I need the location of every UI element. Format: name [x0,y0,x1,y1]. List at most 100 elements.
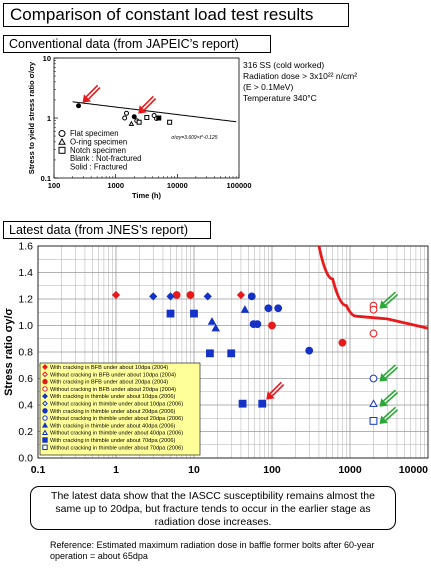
data-point [369,417,378,425]
arrow-head [266,391,275,400]
latest-data-label: Latest data (from JNES’s report) [3,221,211,239]
x-tick-label: 1000 [338,464,362,476]
arrow-head [138,105,147,114]
legend-marker [42,400,48,407]
legend-label: Solid : Fractured [70,163,127,172]
data-point [305,346,314,355]
legend-label: With cracking in BFB under about 20dpa (… [50,380,168,386]
legend-label: Without cracking in thimble under about … [50,431,183,437]
arrow-shaft [269,381,282,395]
data-point [369,399,378,407]
x-tick-label: 100000 [226,181,251,190]
red-arrow [138,95,157,114]
legend-label: With cracking in thimble under about 10d… [50,394,175,400]
arrow-shaft [383,406,397,419]
y-tick-label: 0.1 [41,174,51,183]
legend-marker [58,146,66,154]
data-point [128,120,135,126]
legend-marker [42,393,48,400]
legend-label: Blank : Not-fractured [70,154,142,163]
x-tick-label: 10 [188,464,200,476]
legend-label: Without cracking in thimble under about … [50,445,183,451]
data-point [247,292,256,301]
data-point [369,374,378,383]
data-point [166,309,175,318]
data-point [156,115,162,121]
data-point [76,103,82,109]
data-point [236,290,246,300]
y-tick-label: 1.4 [18,267,33,279]
info-line: (E > 0.1MeV) [243,82,294,92]
arrow-shaft [383,389,397,402]
x-tick-label: 0.1 [31,464,46,476]
arrow-shaft [383,291,397,304]
conclusion-box: The latest data show that the IASCC susc… [30,486,396,530]
data-point [144,114,150,120]
data-point [258,399,267,408]
data-point [264,304,273,313]
legend-label: O-ring specimen [70,137,127,146]
x-tick-label: 10000 [167,181,188,190]
arrow-shaft [88,87,101,100]
y-axis-label: Stress to yield stress ratio σ/σy [27,61,36,174]
data-point [136,119,142,125]
page-title: Comparison of constant load test results [3,3,349,27]
arrow-head [379,415,389,424]
legend-marker [42,437,48,443]
arrow-head [82,94,92,103]
y-tick-label: 1.2 [18,294,33,306]
legend-label: Without cracking in thimble under about … [50,416,183,422]
legend-marker [58,137,66,145]
legend-label: Without cracking in BFB under about 10dp… [50,372,176,378]
arrow-head [379,398,389,407]
x-tick-label: 100 [48,181,61,190]
data-point [190,309,198,318]
arrow-shaft [383,364,397,377]
y-tick-label: 0.2 [18,426,33,438]
legend: With cracking in BFB under about 10dpa (… [39,362,201,456]
data-point [338,338,347,347]
y-tick-label: 10 [43,54,51,63]
data-point [172,291,181,299]
fit-curve-label: σ/σy=3.609×t^-0.125 [171,135,217,141]
y-tick-label: 0.4 [18,400,33,412]
data-point [227,349,236,358]
data-point [149,292,158,301]
latest-chart: 0.0 0.2 0.4 0.6 0.8 1.0 1.2 1.4 1.6 0.1 1 10 100 1000… [3,241,429,476]
arrow-shaft [385,391,399,404]
data-point [131,114,137,120]
arrow-shaft [385,409,399,422]
legend-marker [41,429,49,435]
legend-label: With cracking in thimble under about 70d… [50,438,175,444]
y-tick-label: 0.0 [18,453,33,465]
data-point [203,292,212,301]
arrow-head [379,373,389,382]
arrow-shaft [85,84,99,98]
data-point [166,292,175,301]
x-tick-label: 1000 [107,181,124,190]
data-point [369,305,378,314]
data-point [186,291,195,299]
legend-marker [42,444,48,451]
x-tick-label: 1 [113,464,119,476]
green-arrow [379,389,399,407]
legend-box [39,362,201,456]
y-tick-label: 1.0 [18,320,33,332]
data-point [167,119,173,125]
legend-label: Flat specimen [70,129,119,138]
data-point [211,323,220,332]
arrow-shaft [143,98,157,111]
legend-marker [42,371,48,378]
threshold-curve [317,245,429,330]
arrow-shaft [271,383,285,397]
info-line: Radiation dose > 3x10²² n/cm² [243,71,358,81]
y-tick-label: 1.6 [18,241,33,253]
material-info: 316 SS (cold worked) Radiation dose > 3x… [243,60,357,104]
red-arrow [266,381,285,400]
y-tick-label: 0.8 [18,347,33,359]
legend-label: With cracking in thimble under about 20d… [50,409,175,415]
legend-marker [42,408,48,414]
data-point [253,320,262,329]
data-point [274,304,283,313]
data-point [268,321,276,330]
